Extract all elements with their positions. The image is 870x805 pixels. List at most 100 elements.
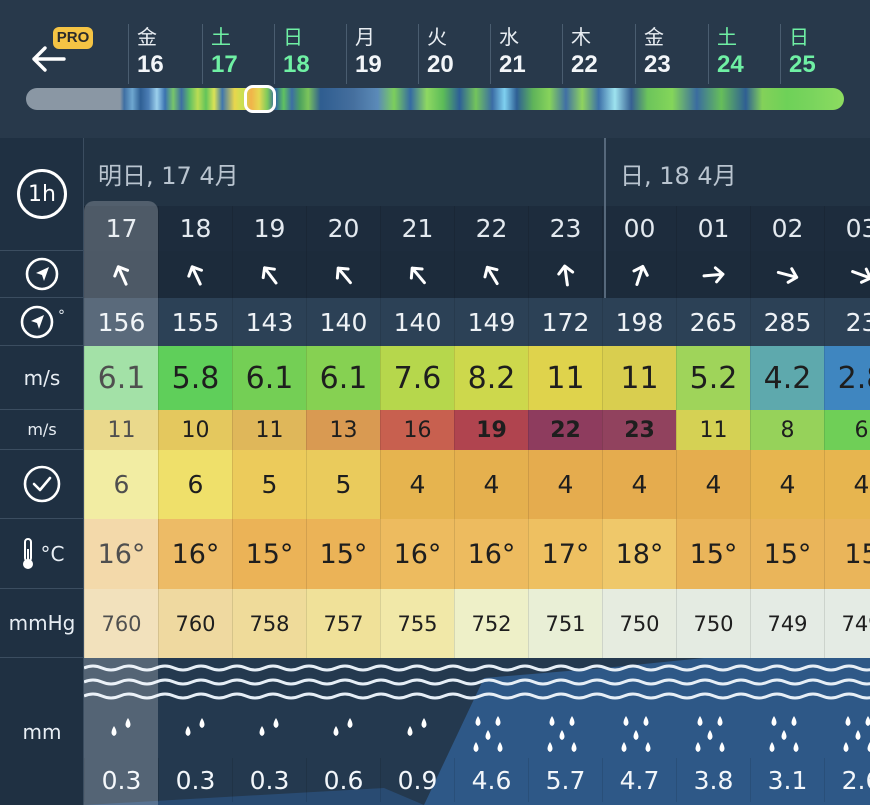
day-name: 日	[283, 25, 303, 49]
precip-amount-cell: 0.3	[84, 758, 158, 802]
interval-toggle[interactable]: 1h	[17, 169, 67, 219]
precip-amount-cell: 2.6	[824, 758, 870, 802]
wind-arrow-cell	[158, 251, 232, 298]
precip-amount-cell: 4.7	[602, 758, 676, 802]
day-name: 土	[211, 25, 231, 49]
hour-cell: 22	[454, 206, 528, 251]
rain-drops-icon	[602, 712, 676, 752]
hour-cell: 01	[676, 206, 750, 251]
wind-speed-unit: m/s	[0, 346, 84, 410]
forecast-timeline[interactable]	[26, 88, 844, 110]
precip-amount-cell: 0.3	[232, 758, 306, 802]
gust-cell: 6	[824, 410, 870, 450]
gust-cell: 23	[602, 410, 676, 450]
day-separator	[604, 138, 606, 298]
wind-arrow-cell	[750, 251, 824, 298]
row-label-sidebar: 1h ° m/s m/s °C mmHg mm	[0, 138, 84, 805]
wind-speed-cell: 11	[602, 346, 676, 410]
wind-arrow-icon	[186, 264, 203, 286]
day-name: 土	[717, 25, 737, 49]
pressure-cell: 760	[84, 589, 158, 658]
pressure-unit: mmHg	[0, 589, 84, 658]
day-selector-2[interactable]: 日 18	[274, 24, 346, 84]
day-date: 20	[427, 51, 454, 78]
wind-arrow-cell	[84, 251, 158, 298]
rating-cell: 5	[306, 450, 380, 519]
day-selector-5[interactable]: 水 21	[490, 24, 562, 84]
day-selector-6[interactable]: 木 22	[562, 24, 634, 84]
gust-row: 11 10 11 13 16 19 22 23 11 8 6	[84, 410, 870, 450]
temperature-cell: 16°	[454, 519, 528, 589]
day-name: 月	[355, 25, 375, 49]
wind-speed-cell: 6.1	[232, 346, 306, 410]
pressure-cell: 755	[380, 589, 454, 658]
wind-speed-cell: 7.6	[380, 346, 454, 410]
pressure-cell: 757	[306, 589, 380, 658]
temperature-cell: 16°	[380, 519, 454, 589]
hour-cell: 00	[602, 206, 676, 251]
hour-cell: 23	[528, 206, 602, 251]
wind-degree-cell: 149	[454, 298, 528, 346]
wind-arrow-icon	[850, 267, 870, 284]
wind-speed-cell: 6.1	[306, 346, 380, 410]
date-header-today: 明日, 17 4月	[98, 162, 239, 190]
wind-degree-label: °	[0, 298, 84, 346]
day-date: 19	[355, 51, 382, 78]
temperature-cell: 16°	[84, 519, 158, 589]
temperature-cell: 15°	[306, 519, 380, 589]
wind-arrow-cell	[306, 251, 380, 298]
rating-cell: 4	[380, 450, 454, 519]
temperature-label: °C	[0, 519, 84, 589]
day-selector-9[interactable]: 日 25	[780, 24, 852, 84]
hour-cell: 18	[158, 206, 232, 251]
rain-drops-icon	[454, 712, 528, 752]
precip-amount-cell: 0.3	[158, 758, 232, 802]
day-selector-0[interactable]: 金 16	[128, 24, 200, 84]
day-name: 日	[789, 25, 809, 49]
precip-amount-cell: 4.6	[454, 758, 528, 802]
timeline-thumb[interactable]	[244, 85, 276, 113]
day-selector-1[interactable]: 土 17	[202, 24, 274, 84]
day-name: 金	[137, 25, 157, 49]
precipitation-area: 0.30.30.30.60.94.65.74.73.83.12.6	[84, 658, 870, 805]
wind-arrow-icon	[631, 264, 649, 286]
check-circle-icon	[23, 465, 61, 503]
day-name: 火	[427, 25, 447, 49]
gust-cell: 10	[158, 410, 232, 450]
wind-arrow-icon	[112, 264, 129, 286]
wind-speed-cell: 8.2	[454, 346, 528, 410]
wind-arrow-icon	[409, 266, 426, 284]
day-selector-3[interactable]: 月 19	[346, 24, 418, 84]
precip-amount-cell: 5.7	[528, 758, 602, 802]
pressure-cell: 750	[676, 589, 750, 658]
rating-cell: 4	[750, 450, 824, 519]
forecast-grid[interactable]: 明日, 17 4月 日, 18 4月 17 18 19 20 21 22 23 00 01 02 0…	[84, 138, 870, 805]
wind-degree-cell: 265	[676, 298, 750, 346]
pro-badge[interactable]: PRO	[53, 27, 93, 49]
temperature-row: 16°16°15°15°16°16°17°18°15°15°15	[84, 519, 870, 589]
precip-amount-cell: 0.9	[380, 758, 454, 802]
gust-cell: 16	[380, 410, 454, 450]
compass-degree-icon	[20, 305, 54, 338]
day-selector-4[interactable]: 火 20	[418, 24, 490, 84]
wind-arrow-icon	[482, 265, 499, 285]
rating-cell: 4	[824, 450, 870, 519]
gust-cell: 11	[232, 410, 306, 450]
hour-cell: 03	[824, 206, 870, 251]
thermometer-icon	[22, 537, 33, 569]
day-selector-7[interactable]: 金 23	[635, 24, 707, 84]
date-strip: PRO 金 16 土 17 日 18 月 19 火 20 水 21 木 22 金 23 土 24 日 25	[0, 0, 870, 138]
interval-cell: 1h	[0, 138, 84, 251]
day-selector-8[interactable]: 土 24	[708, 24, 780, 84]
wind-arrow-icon	[556, 264, 574, 286]
wind-speed-cell: 4.2	[750, 346, 824, 410]
back-arrow-icon[interactable]	[28, 42, 68, 76]
wind-arrow-cell	[232, 251, 306, 298]
rating-cell: 4	[454, 450, 528, 519]
hour-cell: 21	[380, 206, 454, 251]
wind-speed-cell: 11	[528, 346, 602, 410]
day-date: 24	[717, 51, 744, 78]
hour-cell: 02	[750, 206, 824, 251]
wind-direction-label	[0, 251, 84, 298]
